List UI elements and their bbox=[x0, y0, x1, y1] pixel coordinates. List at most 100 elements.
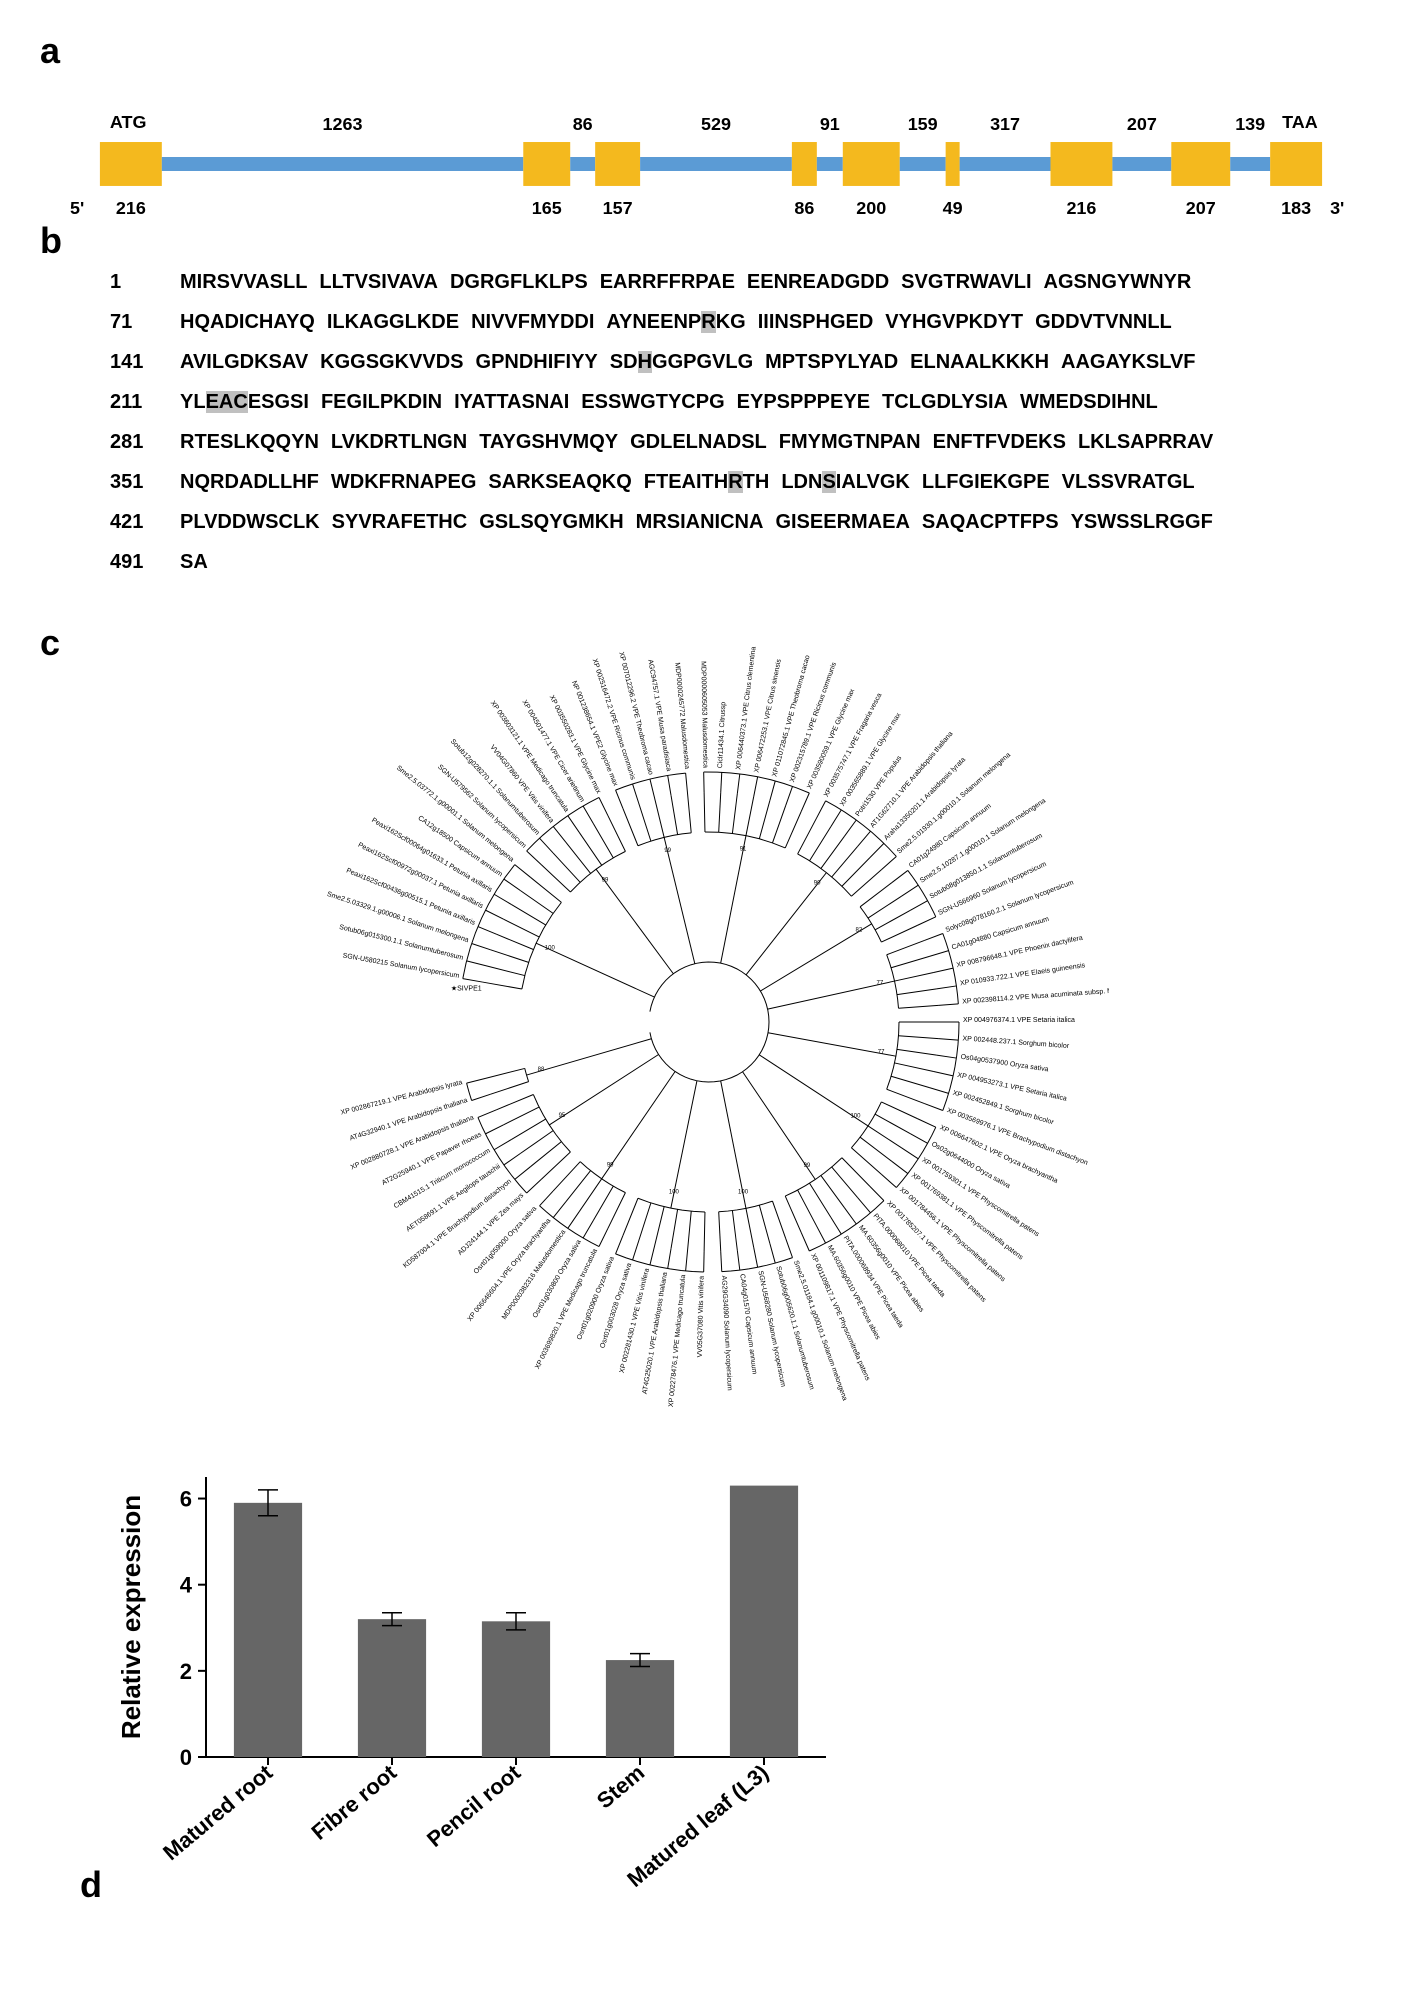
sequence-block: ENFTFVDEKS bbox=[933, 431, 1066, 453]
sequence-block: FMYMGTNPAN bbox=[779, 431, 921, 453]
sequence-index: 351 bbox=[110, 462, 180, 502]
svg-text:TAA: TAA bbox=[1282, 112, 1318, 132]
svg-text:AG29G34090 Solanum lycopersicu: AG29G34090 Solanum lycopersicum bbox=[720, 1275, 733, 1391]
sequence-index: 421 bbox=[110, 502, 180, 542]
svg-text:Relative expression: Relative expression bbox=[116, 1495, 146, 1739]
sequence-container: 1MIRSVVASLLLLTVSIVAVADGRGFLKLPSEARRFFRPA… bbox=[110, 262, 1378, 582]
panel-b: b 1MIRSVVASLLLLTVSIVAVADGRGFLKLPSEARRFFR… bbox=[40, 220, 1378, 582]
sequence-block: PLVDDWSCLK bbox=[180, 511, 320, 533]
sequence-block: LLFGIEKGPE bbox=[922, 471, 1050, 493]
svg-text:XP 002448.237.1 Sorghum bicolo: XP 002448.237.1 Sorghum bicolor bbox=[962, 1035, 1070, 1050]
sequence-line: 491SA bbox=[110, 542, 1378, 582]
svg-text:6: 6 bbox=[180, 1487, 192, 1512]
sequence-block: ELNAALKKKH bbox=[910, 351, 1049, 373]
sequence-block: NQRDADLLHF bbox=[180, 471, 319, 493]
svg-text:100: 100 bbox=[669, 1189, 680, 1195]
sequence-block: LVKDRTLNGN bbox=[331, 431, 467, 453]
sequence-block: LDNSIALVGK bbox=[781, 471, 910, 493]
svg-text:82: 82 bbox=[856, 928, 863, 934]
svg-text:XP 002278476.1 VPE Medicago tr: XP 002278476.1 VPE Medicago truncatula bbox=[668, 1274, 687, 1407]
svg-text:317: 317 bbox=[990, 114, 1020, 134]
sequence-block: DGRGFLKLPS bbox=[450, 271, 588, 293]
sequence-index: 141 bbox=[110, 342, 180, 382]
sequence-block: YSWSSLRGGF bbox=[1071, 511, 1213, 533]
panel-d: d 0246Relative expressionMatured rootFib… bbox=[300, 1457, 1040, 1906]
sequence-block: AGSNGYWNYR bbox=[1044, 271, 1192, 293]
svg-text:XP 004976374.1 VPE Setaria ita: XP 004976374.1 VPE Setaria italica bbox=[963, 1017, 1075, 1024]
svg-text:0: 0 bbox=[180, 1745, 192, 1770]
sequence-block: TCLGDLYSIA bbox=[882, 391, 1008, 413]
sequence-block: VLSSVRATGL bbox=[1062, 471, 1195, 493]
sequence-block: SA bbox=[180, 551, 208, 573]
svg-text:90: 90 bbox=[814, 880, 821, 886]
panel-label-d: d bbox=[80, 1864, 102, 1905]
sequence-index: 71 bbox=[110, 302, 180, 342]
svg-text:1263: 1263 bbox=[323, 114, 363, 134]
svg-text:ATG: ATG bbox=[110, 112, 147, 132]
svg-text:Matured root: Matured root bbox=[159, 1759, 279, 1865]
sequence-block: SYVRAFETHC bbox=[332, 511, 468, 533]
sequence-line: 71HQADICHAYQILKAGGLKDENIVVFMYDDIAYNEENPR… bbox=[110, 302, 1378, 342]
svg-text:77: 77 bbox=[878, 1049, 885, 1055]
sequence-block: FEGILPKDIN bbox=[321, 391, 442, 413]
sequence-line: 281RTESLKQQYN LVKDRTLNGN TAYGSHVMQY GDLELNA… bbox=[110, 422, 1378, 462]
sequence-block: SAQACPTFPS bbox=[922, 511, 1059, 533]
svg-text:95: 95 bbox=[559, 1113, 566, 1119]
svg-text:CA04g01570 Capsicum annuum: CA04g01570 Capsicum annuum bbox=[738, 1273, 757, 1374]
sequence-block: TAYGSHVMQY bbox=[479, 431, 618, 453]
sequence-block: NIVVFMYDDI bbox=[471, 311, 594, 333]
sequence-block: VYHGVPKDYT bbox=[885, 311, 1023, 333]
expression-chart-svg: 0246Relative expressionMatured rootFibre… bbox=[106, 1457, 846, 1897]
gene-structure-svg: 5'ATG21612631658615752986912001594931721… bbox=[40, 72, 1378, 232]
svg-text:207: 207 bbox=[1186, 198, 1216, 218]
sequence-block: GPNDHIFIYY bbox=[476, 351, 598, 373]
sequence-block: GSLSQYGMKH bbox=[479, 511, 623, 533]
svg-text:99: 99 bbox=[602, 877, 609, 883]
svg-text:216: 216 bbox=[116, 198, 146, 218]
svg-text:Sme2.5.01184.1.g00010.1 Solanu: Sme2.5.01184.1.g00010.1 Solanum melongen… bbox=[792, 1260, 848, 1402]
sequence-line: 351NQRDADLLHFWDKFRNAPEGSARKSEAQKQFTEAITH… bbox=[110, 462, 1378, 502]
svg-text:86: 86 bbox=[794, 198, 814, 218]
sequence-block: GDLELNADSL bbox=[630, 431, 767, 453]
svg-text:Pencil root: Pencil root bbox=[423, 1759, 527, 1852]
sequence-block: GDDVTVNNLL bbox=[1035, 311, 1172, 333]
svg-text:VV05G37080 Vitis vinifera: VV05G37080 Vitis vinifera bbox=[697, 1276, 706, 1358]
sequence-block: AAGAYKSLVF bbox=[1061, 351, 1195, 373]
svg-text:49: 49 bbox=[943, 198, 963, 218]
svg-text:77: 77 bbox=[877, 980, 884, 986]
sequence-index: 211 bbox=[110, 382, 180, 422]
svg-text:Stem: Stem bbox=[592, 1760, 649, 1814]
sequence-line: 211YLEACESGSIFEGILPKDINIYATTASNAIESSWGTY… bbox=[110, 382, 1378, 422]
panel-label-a: a bbox=[40, 30, 60, 71]
sequence-line: 421PLVDDWSCLK SYVRAFETHC GSLSQYGMKH MRSIANI… bbox=[110, 502, 1378, 542]
svg-text:Potri1530 VPE Populus: Potri1530 VPE Populus bbox=[855, 754, 904, 818]
svg-text:★SIVPE1: ★SIVPE1 bbox=[451, 984, 482, 992]
sequence-block: EYPSPPPEYE bbox=[737, 391, 870, 413]
sequence-block: GISEERMAEA bbox=[775, 511, 909, 533]
sequence-index: 281 bbox=[110, 422, 180, 462]
svg-text:99: 99 bbox=[804, 1163, 811, 1169]
svg-text:MDP0000605053 Malusdomestica: MDP0000605053 Malusdomestica bbox=[699, 661, 708, 768]
svg-text:529: 529 bbox=[701, 114, 731, 134]
svg-text:3': 3' bbox=[1330, 198, 1344, 218]
svg-text:Sme2.5.03329.1.g00006.1 Solanu: Sme2.5.03329.1.g00006.1 Solanum melongen… bbox=[326, 891, 469, 944]
sequence-block: LLTVSIVAVA bbox=[319, 271, 438, 293]
svg-text:Os02g0644000 Oryza sativa: Os02g0644000 Oryza sativa bbox=[930, 1141, 1011, 1190]
sequence-index: 491 bbox=[110, 542, 180, 582]
svg-text:XP 003590059.1 VPE Glycine max: XP 003590059.1 VPE Glycine max bbox=[806, 688, 856, 791]
sequence-block: RTESLKQQYN bbox=[180, 431, 319, 453]
sequence-block: IYATTASNAI bbox=[454, 391, 569, 413]
sequence-block: SDHGGPGVLG bbox=[610, 351, 753, 373]
sequence-block: MRSIANICNA bbox=[636, 511, 764, 533]
svg-text:183: 183 bbox=[1281, 198, 1311, 218]
sequence-block: YLEACESGSI bbox=[180, 391, 309, 413]
sequence-block: HQADICHAYQ bbox=[180, 311, 315, 333]
sequence-block: FTEAITHRTH bbox=[644, 471, 770, 493]
sequence-block: EENREADGDD bbox=[747, 271, 889, 293]
svg-text:91: 91 bbox=[820, 114, 840, 134]
sequence-block: IIINSPHGED bbox=[758, 311, 874, 333]
sequence-line: 141AVILGDKSAVKGGSGKVVDSGPNDHIFIYYSDHGGPG… bbox=[110, 342, 1378, 382]
sequence-block: MIRSVVASLL bbox=[180, 271, 307, 293]
svg-text:XP 010933.722.1 VPE Elaeis gui: XP 010933.722.1 VPE Elaeis guineensis bbox=[960, 962, 1087, 987]
svg-text:MDP0000245772 Malusdomestica: MDP0000245772 Malusdomestica bbox=[673, 662, 690, 769]
